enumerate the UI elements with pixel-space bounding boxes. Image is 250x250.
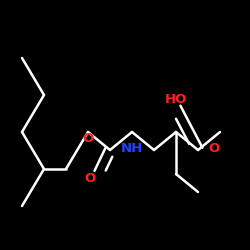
Text: NH: NH xyxy=(121,142,143,155)
Text: O: O xyxy=(208,142,219,154)
Text: O: O xyxy=(82,132,94,144)
Text: O: O xyxy=(85,172,96,184)
Text: HO: HO xyxy=(165,93,187,106)
